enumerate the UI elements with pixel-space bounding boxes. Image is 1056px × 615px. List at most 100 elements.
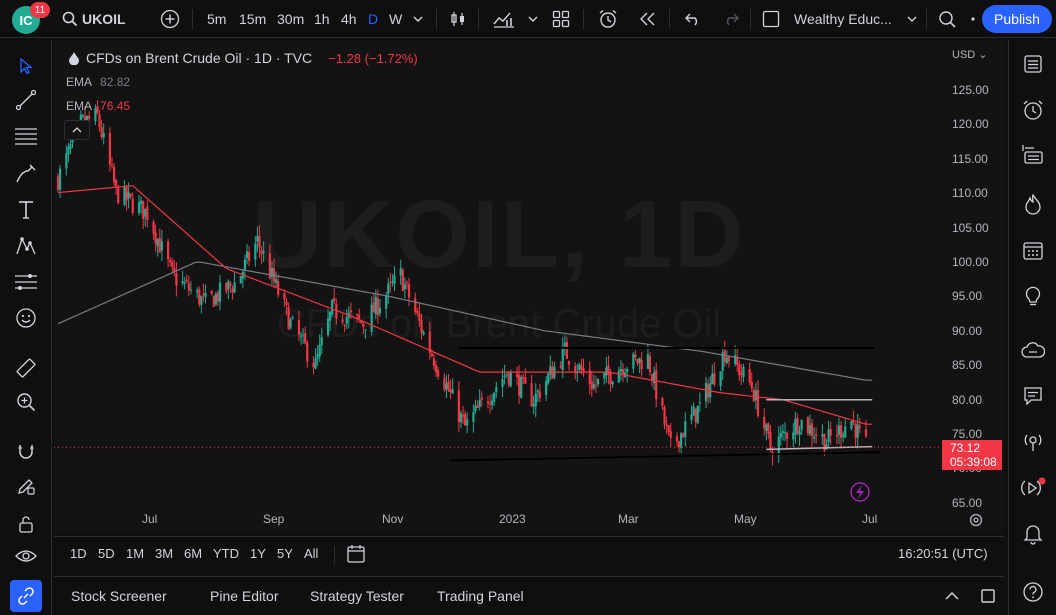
alert-button[interactable] [598,0,618,38]
range-5d[interactable]: 5D [98,546,115,561]
link-tool[interactable] [10,580,42,612]
candle-body [621,369,625,376]
candle-body [166,241,170,260]
lock-drawings-tool[interactable] [10,508,42,540]
notifications-button[interactable] [1017,518,1049,550]
range-all[interactable]: All [304,546,319,561]
measure-tool[interactable] [10,352,42,384]
range-ytd[interactable]: YTD [213,546,239,561]
symbol-search-button[interactable]: UKOIL [62,0,126,38]
notification-badge: 11 [30,2,50,18]
last-price-label: 73.12 05:39:08 [942,440,1002,470]
time-tick: Nov [382,512,404,526]
icon-tool[interactable] [10,302,42,334]
templates-button[interactable] [552,0,570,38]
candle-body [229,283,232,287]
ideas-button[interactable] [1017,280,1049,312]
play-circle-icon [1021,477,1046,496]
candle-body [580,365,583,371]
candle-body [447,381,450,391]
messages-button[interactable] [1017,380,1049,412]
candle-body [829,429,832,436]
range-5y[interactable]: 5Y [277,546,293,561]
undo-button[interactable] [684,0,702,38]
currency-selector[interactable]: USD ⌄ [952,49,988,61]
candle-body [578,364,581,370]
indicators-dropdown[interactable] [527,0,539,38]
chart-type-button[interactable] [449,0,467,38]
stay-drawing-tool[interactable] [10,470,42,502]
candle-body [407,283,411,298]
hide-drawings-tool[interactable] [10,540,42,572]
streams-button[interactable] [1017,426,1049,458]
add-circle-icon [160,9,180,29]
interval-w[interactable]: W [389,11,403,27]
more-dots-icon[interactable] [970,0,976,38]
candle-body [844,426,847,438]
candle-body [459,413,463,423]
tab-stock-screener[interactable]: Stock Screener [71,588,167,604]
tab-trading-panel[interactable]: Trading Panel [437,588,524,604]
range-1m[interactable]: 1M [126,546,145,561]
goto-date-button[interactable] [346,544,366,569]
ema-slow-legend[interactable]: EMA 82.82 [66,75,130,89]
candle-body [837,425,841,435]
help-button[interactable] [1017,576,1049,608]
watchlist-button[interactable] [1017,48,1049,80]
bar-countdown: 05:39:08 [950,455,997,469]
timezone-clock[interactable]: 16:20:51 (UTC) [898,546,988,561]
chart-settings-button[interactable] [968,512,984,533]
tab-strategy-tester[interactable]: Strategy Tester [310,588,404,604]
alerts-button[interactable] [1017,94,1049,126]
brush-tool[interactable] [10,158,42,190]
interval-dropdown[interactable] [412,0,424,38]
cursor-tool[interactable] [10,50,42,82]
interval-4h[interactable]: 4h [341,11,357,27]
candle-body [451,389,454,394]
range-1d[interactable]: 1D [70,546,87,561]
compare-button[interactable] [160,0,180,38]
interval-5m[interactable]: 5m [207,11,227,27]
chats-button[interactable] [1017,336,1049,368]
publish-button[interactable]: Publish [982,5,1052,33]
zoom-tool[interactable] [10,386,42,418]
quick-search-button[interactable] [938,0,956,38]
videos-button[interactable] [1017,472,1049,504]
calendar-button[interactable] [1017,234,1049,266]
price-chart[interactable] [54,40,942,534]
magnet-tool[interactable] [10,436,42,468]
fib-tool[interactable] [10,120,42,152]
layout-button[interactable]: Wealthy Educ... [762,0,918,38]
interval-15m[interactable]: 15m [239,11,267,27]
tab-pine-editor[interactable]: Pine Editor [210,588,279,604]
text-tool[interactable] [10,194,42,226]
candle-body [655,370,658,400]
chart-pane[interactable]: UKOIL, 1D CFDs on Brent Crude Oil CFDs o… [54,40,1004,534]
panel-collapse-button[interactable] [944,589,960,607]
data-window-button[interactable] [1017,138,1049,170]
replay-button[interactable] [638,0,656,38]
interval-30m[interactable]: 30m [277,11,305,27]
interval-1h[interactable]: 1h [314,11,330,27]
interval-d[interactable]: D [368,11,379,27]
range-1y[interactable]: 1Y [250,546,266,561]
panel-maximize-button[interactable] [980,588,996,609]
candle-body [754,390,758,401]
trend-line-tool[interactable] [10,84,42,116]
candle-body [320,337,323,346]
redo-button[interactable] [722,0,740,38]
ema-fast-legend[interactable]: EMA 76.45 [66,99,130,113]
candle-body [565,341,568,359]
candle-body [129,193,132,197]
pattern-tool[interactable] [10,230,42,262]
range-3m[interactable]: 3M [155,546,174,561]
candle-body [387,283,390,295]
legend-collapse-button[interactable] [64,120,90,140]
candle-body [821,434,824,437]
prediction-tool[interactable] [10,266,42,298]
hotlists-button[interactable] [1017,188,1049,220]
indicators-button[interactable] [493,0,515,38]
series-title[interactable]: CFDs on Brent Crude Oil · 1D · TVC [86,50,313,66]
range-6m[interactable]: 6M [184,546,203,561]
candle-body [233,282,236,293]
